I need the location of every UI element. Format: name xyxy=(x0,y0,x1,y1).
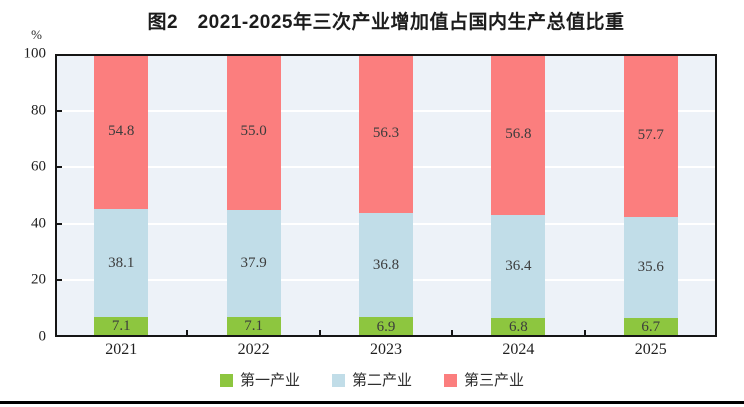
legend: 第一产业 第二产业 第三产业 xyxy=(0,369,744,391)
bar-value-label: 7.1 xyxy=(111,318,131,335)
bar-segment-第一产业: 7.1 xyxy=(226,316,281,337)
y-axis-unit-label: % xyxy=(31,27,42,42)
bar-value-label: 35.6 xyxy=(637,259,664,276)
bar-value-label: 36.4 xyxy=(505,257,532,274)
legend-item: 第一产业 xyxy=(219,371,300,389)
bar-value-label: 38.1 xyxy=(108,254,135,271)
x-tick-label: 2021 xyxy=(105,341,138,358)
bar-segment-第二产业: 36.4 xyxy=(491,214,546,318)
chart-title: 图2 2021-2025年三次产业增加值占国内生产总值比重 xyxy=(147,12,625,33)
bar-value-label: 54.8 xyxy=(108,123,135,140)
legend-item: 第二产业 xyxy=(331,371,412,389)
legend-label: 第二产业 xyxy=(351,371,412,389)
bar-value-label: 57.7 xyxy=(637,127,664,144)
y-axis-tick xyxy=(55,279,62,282)
x-tick-label: 2024 xyxy=(502,341,535,358)
bar-segment-第二产业: 37.9 xyxy=(226,209,281,317)
bar-value-label: 36.8 xyxy=(372,256,400,273)
bar-value-label: 56.8 xyxy=(505,125,532,142)
bar-segment-第一产业: 7.1 xyxy=(94,316,149,337)
y-axis-tick xyxy=(55,222,62,225)
bar-value-label: 7.1 xyxy=(244,318,263,335)
bar-segment-第一产业: 6.9 xyxy=(359,317,413,337)
bar-value-label: 37.9 xyxy=(240,254,267,271)
bar-segment-第三产业: 57.7 xyxy=(623,54,678,218)
bar-segment-第三产业: 56.8 xyxy=(491,54,546,215)
x-axis-tick xyxy=(186,330,189,337)
y-tick-label: 80 xyxy=(31,102,46,119)
bar-value-label: 56.3 xyxy=(372,125,400,142)
bar-segment-第二产业: 35.6 xyxy=(623,217,678,319)
bar-segment-第三产业: 54.8 xyxy=(94,54,149,210)
x-axis-tick xyxy=(451,330,454,337)
legend-swatch-icon xyxy=(219,373,233,387)
x-tick-label: 2025 xyxy=(634,341,667,358)
bar-value-label: 6.7 xyxy=(641,319,661,336)
bar-segment-第三产业: 55.0 xyxy=(226,54,281,210)
bar-value-label: 55.0 xyxy=(240,123,267,140)
y-tick-label: 100 xyxy=(23,45,47,62)
y-axis-tick xyxy=(55,109,62,112)
bar-segment-第三产业: 56.3 xyxy=(359,54,413,214)
bar-segment-第一产业: 6.8 xyxy=(491,317,546,337)
plot-area: 7.1 38.1 54.8 7.1 37.9 55.0 6.9 36.8 56.3 6.8 36.4… xyxy=(55,54,717,337)
bar-segment-第二产业: 38.1 xyxy=(94,209,149,317)
x-axis-tick xyxy=(583,330,586,337)
legend-label: 第一产业 xyxy=(239,371,300,389)
bar-value-label: 6.8 xyxy=(509,318,528,335)
legend-swatch-icon xyxy=(444,373,457,387)
page-divider-line xyxy=(0,401,744,404)
legend-label: 第三产业 xyxy=(464,371,525,389)
y-tick-label: 0 xyxy=(38,328,47,345)
bar-value-label: 6.9 xyxy=(376,318,396,335)
y-tick-label: 20 xyxy=(31,271,46,288)
y-tick-label: 40 xyxy=(31,215,46,232)
y-tick-label: 60 xyxy=(31,158,46,175)
x-tick-label: 2022 xyxy=(237,341,270,358)
bar-segment-第二产业: 36.8 xyxy=(359,213,413,318)
bar-segment-第一产业: 6.7 xyxy=(623,318,678,337)
legend-item: 第三产业 xyxy=(444,373,524,388)
legend-swatch-icon xyxy=(331,373,345,387)
x-axis-tick xyxy=(318,330,321,337)
y-axis-tick xyxy=(55,166,62,169)
x-tick-label: 2023 xyxy=(370,341,402,358)
